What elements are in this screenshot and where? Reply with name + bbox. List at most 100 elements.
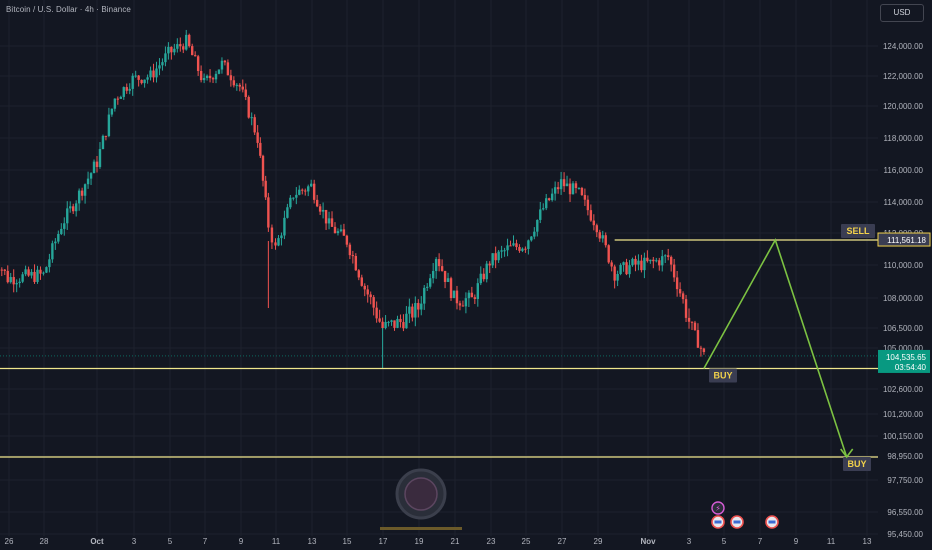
candle-body xyxy=(143,79,146,84)
candle-body xyxy=(613,266,616,281)
event-markers: ⚡ xyxy=(711,501,779,529)
current-price-badge xyxy=(878,349,930,373)
candle-body xyxy=(6,270,9,283)
candle-body xyxy=(27,269,30,276)
candle-body xyxy=(155,68,158,78)
candle-body xyxy=(378,318,381,322)
x-tick-label: 5 xyxy=(168,537,173,546)
price-axis[interactable]: 124,000.00 122,000.00 120,000.00 118,000.00… xyxy=(877,42,931,539)
candle-body xyxy=(360,277,363,286)
candle-body xyxy=(241,86,244,90)
candle-body xyxy=(357,270,360,278)
y-tick-label: 95,450.00 xyxy=(887,530,923,539)
x-tick-label: 29 xyxy=(594,537,603,546)
candle-body xyxy=(449,278,453,299)
candle-body xyxy=(283,217,286,236)
candle-body xyxy=(509,245,512,247)
candle-body xyxy=(295,194,298,198)
candle-body xyxy=(42,272,45,274)
candle-body xyxy=(247,96,250,118)
candle-body xyxy=(89,173,93,179)
y-tick-label: 108,000.00 xyxy=(883,294,924,303)
candle-body xyxy=(66,208,69,224)
candle-body xyxy=(122,87,125,97)
candle-body xyxy=(226,62,230,76)
candle-body xyxy=(390,320,393,322)
y-tick-label: 116,000.00 xyxy=(884,166,924,175)
candle-body xyxy=(191,46,194,56)
candle-body xyxy=(92,161,96,174)
candle-body xyxy=(553,187,557,194)
candle-body xyxy=(214,73,218,80)
y-tick-label: 102,600.00 xyxy=(883,385,924,394)
candle-body xyxy=(86,178,90,185)
candle-body xyxy=(414,303,417,318)
candle-body xyxy=(684,299,688,318)
candle-body xyxy=(675,277,679,290)
candle-body xyxy=(372,297,375,308)
y-tick-label: 120,000.00 xyxy=(883,102,924,111)
y-tick-label: 98,950.00 xyxy=(887,452,923,461)
candle-body xyxy=(310,183,313,187)
candle-body xyxy=(524,248,527,250)
candle-body xyxy=(185,34,188,50)
candle-body xyxy=(568,183,572,195)
candle-body xyxy=(330,218,334,227)
candle-body xyxy=(80,190,84,196)
candle-body xyxy=(60,228,63,234)
candle-body xyxy=(530,236,533,241)
candle-body xyxy=(113,98,117,109)
flag-stripe xyxy=(768,520,776,524)
y-tick-label: 105,000.00 xyxy=(883,344,924,353)
exchange-logo-watermark xyxy=(380,468,462,530)
x-tick-label: 9 xyxy=(794,537,799,546)
x-tick-label: 27 xyxy=(558,537,567,546)
candle-body xyxy=(128,88,131,91)
candle-body xyxy=(622,262,625,265)
candle-body xyxy=(637,260,640,265)
candle-body xyxy=(420,303,423,310)
candle-body xyxy=(211,78,215,80)
candle-body xyxy=(312,183,316,200)
candle-body xyxy=(208,75,212,79)
candle-body xyxy=(292,197,295,199)
candle-body xyxy=(408,306,411,314)
candle-body xyxy=(634,258,637,265)
candle-body xyxy=(39,269,42,274)
candle-body xyxy=(482,273,485,280)
candle-body xyxy=(500,250,503,252)
candle-body xyxy=(699,347,703,349)
x-tick-label: 5 xyxy=(722,537,727,546)
x-tick-label: 21 xyxy=(451,537,460,546)
candle-body xyxy=(485,263,488,280)
candle-body xyxy=(152,70,155,78)
candle-body xyxy=(583,195,587,200)
candle-body xyxy=(301,189,304,191)
candle-body xyxy=(402,322,405,329)
candle-body xyxy=(339,229,343,232)
candle-body xyxy=(518,247,521,251)
y-tick-label: 97,750.00 xyxy=(887,476,923,485)
candle-body xyxy=(649,259,652,262)
candle-body xyxy=(669,256,673,265)
candle-body xyxy=(164,53,167,63)
candle-body xyxy=(83,184,87,196)
candle-body xyxy=(384,321,387,329)
y-tick-label: 124,000.00 xyxy=(883,42,924,51)
candle-body xyxy=(235,84,239,86)
candle-body xyxy=(550,193,554,201)
buy-tag-1-bg xyxy=(709,368,737,383)
candle-body xyxy=(604,235,607,246)
candle-body xyxy=(289,197,292,208)
time-axis[interactable]: 26 28 Oct 3 5 7 9 11 13 15 17 19 21 23 25 27 29 Nov 3 5 7 9 11… xyxy=(5,537,872,546)
candle-body xyxy=(232,80,236,86)
currency-button[interactable]: USD xyxy=(880,4,924,22)
candle-body xyxy=(696,330,700,348)
candle-body xyxy=(458,303,462,306)
sell-price-label: 111,561.18 xyxy=(887,236,926,245)
candle-body xyxy=(473,297,477,299)
candle-body xyxy=(497,251,500,261)
y-tick-label: 122,000.00 xyxy=(883,72,924,81)
symbol-title: Bitcoin / U.S. Dollar · 4h · Binance xyxy=(6,5,131,14)
